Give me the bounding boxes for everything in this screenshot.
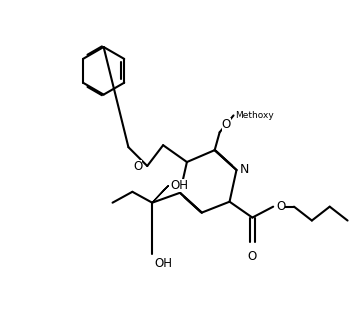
Text: OH: OH <box>170 179 188 192</box>
Text: O: O <box>222 118 231 131</box>
Text: Methoxy: Methoxy <box>235 111 274 120</box>
Text: OH: OH <box>154 257 172 270</box>
Text: N: N <box>239 164 249 176</box>
Text: O: O <box>133 160 142 172</box>
Polygon shape <box>152 185 169 203</box>
Text: O: O <box>248 250 257 263</box>
Text: O: O <box>276 200 285 213</box>
